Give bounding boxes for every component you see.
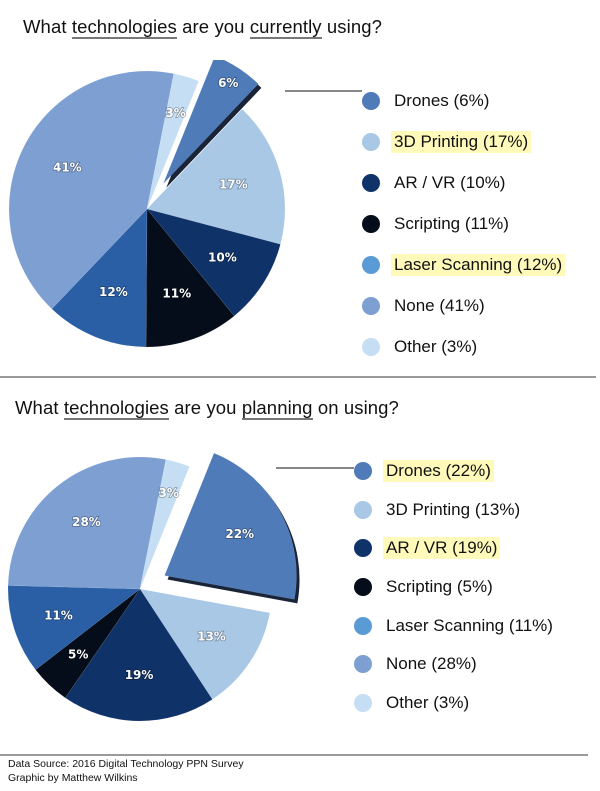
title-underlined-word: planning — [241, 397, 313, 420]
pie-slice-none — [7, 456, 167, 590]
title-text: are you — [168, 397, 242, 418]
legend-label: Laser Scanning (11%) — [386, 615, 553, 635]
pie-slice-other — [139, 459, 190, 590]
pie-slice-3d-printing — [146, 108, 286, 245]
pie-slice-laser-scanning — [51, 208, 148, 348]
legend-item-drones: Drones (22%) — [354, 452, 556, 491]
chart-1-title: What technologies are you currently usin… — [23, 16, 383, 39]
title-text: What — [15, 397, 64, 418]
chart-2-title: What technologies are you planning on us… — [15, 397, 399, 420]
title-underlined-word: technologies — [71, 16, 177, 39]
pie-slice-scripting — [145, 208, 235, 348]
footer-divider — [0, 754, 588, 756]
legend-item-none: None (28%) — [354, 645, 556, 684]
legend-item-laser-scanning: Laser Scanning (12%) — [362, 244, 566, 285]
pie-slice-3d-printing — [139, 588, 271, 700]
pie-slice-laser-scanning — [7, 585, 141, 671]
legend-label: Laser Scanning (12%) — [391, 253, 566, 276]
legend-item-drones: Drones (6%) — [362, 80, 565, 121]
title-underlined-word: technologies — [63, 397, 169, 420]
legend-label: Drones (22%) — [383, 460, 494, 483]
slice-value-label: 3% — [165, 106, 185, 120]
legend-item-laser-scanning: Laser Scanning (11%) — [354, 606, 556, 645]
legend-label: Other (3%) — [394, 336, 478, 356]
legend-label: None (28%) — [386, 654, 477, 674]
pie-slice-ar-vr — [64, 588, 213, 722]
legend-item-other: Other (3%) — [362, 326, 565, 367]
slice-value-label: 10% — [208, 251, 237, 265]
legend-dot-icon — [362, 296, 380, 315]
pie-chart-planning: 22% 13% 19% 5% 11% 28% 3% — [7, 452, 300, 722]
legend-item-ar-vr: AR / VR (19%) — [354, 529, 556, 568]
legend-label: 3D Printing (13%) — [386, 499, 521, 519]
legend-item-scripting: Scripting (5%) — [354, 568, 556, 607]
slice-value-label: 5% — [68, 647, 88, 661]
legend-dot-icon — [354, 500, 372, 519]
legend-label: AR / VR (19%) — [383, 537, 501, 560]
legend-label: Other (3%) — [386, 692, 470, 712]
pie-slice-drones — [163, 60, 259, 184]
slice-value-label: 3% — [158, 486, 178, 500]
slice-value-label: 11% — [44, 609, 73, 623]
slice-value-label: 11% — [162, 287, 191, 301]
title-text: on using? — [312, 397, 399, 418]
slice-value-label: 17% — [219, 178, 248, 192]
legend-label: AR / VR (10%) — [394, 172, 506, 192]
slice-value-label: 28% — [72, 515, 101, 529]
legend-label: Scripting (11%) — [394, 213, 509, 233]
data-source-note: Data Source: 2016 Digital Technology PPN… — [8, 758, 244, 770]
legend-dot-icon — [362, 214, 380, 233]
legend-label: 3D Printing (17%) — [391, 130, 532, 153]
author-credit: Graphic by Matthew Wilkins — [8, 772, 138, 784]
legend-dot-icon — [362, 255, 380, 274]
callout-line — [285, 90, 362, 92]
legend-item-3d-printing: 3D Printing (13%) — [354, 491, 556, 530]
slice-value-label: 6% — [218, 76, 238, 90]
title-underlined-word: currently — [249, 16, 322, 39]
legend-label: Drones (6%) — [394, 90, 490, 110]
legend-item-other: Other (3%) — [354, 684, 556, 723]
legend-planning: Drones (22%) 3D Printing (13%) AR / VR (… — [354, 452, 556, 722]
slice-value-label: 12% — [99, 285, 128, 299]
title-text: What — [23, 16, 72, 37]
pie-slice-other — [146, 73, 200, 210]
pie-chart-current: 6% 17% 10% 11% 12% 41% 3% — [8, 60, 286, 348]
legend-dot-icon — [362, 132, 380, 151]
slice-value-label: 41% — [53, 161, 82, 175]
legend-dot-icon — [354, 616, 372, 635]
legend-dot-icon — [362, 173, 380, 192]
legend-dot-icon — [354, 578, 372, 597]
legend-dot-icon — [354, 462, 372, 481]
legend-label: None (41%) — [394, 295, 485, 315]
legend-dot-icon — [362, 337, 380, 356]
legend-item-none: None (41%) — [362, 285, 565, 326]
pie-slice-none — [8, 70, 175, 310]
legend-label: Scripting (5%) — [386, 577, 493, 597]
section-divider — [0, 376, 596, 378]
title-text: using? — [321, 16, 383, 37]
legend-dot-icon — [354, 539, 372, 558]
legend-dot-icon — [354, 693, 372, 712]
slice-value-label: 22% — [225, 527, 254, 541]
legend-item-3d-printing: 3D Printing (17%) — [362, 121, 565, 162]
slice-value-label: 13% — [197, 629, 226, 643]
pie-slice-ar-vr — [146, 208, 281, 317]
pie-slice-drones — [164, 452, 297, 600]
pie-slice-scripting — [35, 588, 141, 699]
title-text: are you — [176, 16, 250, 37]
legend-dot-icon — [362, 91, 380, 110]
slice-value-label: 19% — [125, 668, 154, 682]
legend-dot-icon — [354, 655, 372, 674]
callout-line — [276, 467, 354, 469]
legend-item-scripting: Scripting (11%) — [362, 203, 565, 244]
legend-current: Drones (6%) 3D Printing (17%) AR / VR (1… — [362, 80, 566, 367]
legend-item-ar-vr: AR / VR (10%) — [362, 162, 565, 203]
